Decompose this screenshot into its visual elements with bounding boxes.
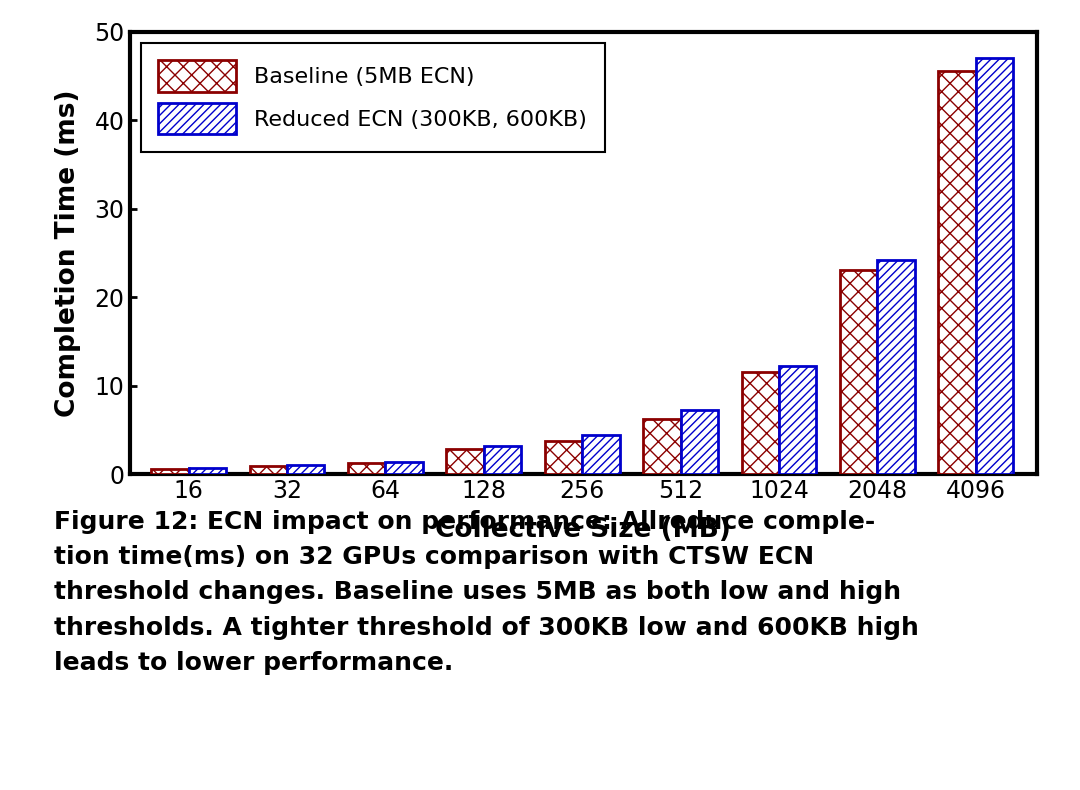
Bar [939, 71, 976, 474]
Bar [348, 464, 386, 474]
Bar [742, 372, 779, 474]
Text: Figure 12: ECN impact on performance: Allreduce comple-
tion time(ms) on 32 GPUs: Figure 12: ECN impact on performance: Al… [54, 510, 919, 675]
Bar [484, 446, 522, 474]
Bar [189, 468, 226, 474]
Bar [151, 469, 189, 474]
Bar [976, 58, 1013, 474]
Bar [877, 260, 915, 474]
Bar [386, 461, 422, 474]
Bar [644, 419, 680, 474]
Bar [840, 270, 877, 474]
Bar [249, 466, 287, 474]
Y-axis label: Completion Time (ms): Completion Time (ms) [55, 89, 81, 416]
Bar [582, 435, 620, 474]
X-axis label: Collective Size (MB): Collective Size (MB) [435, 517, 731, 543]
Bar [779, 366, 816, 474]
Bar [680, 410, 718, 474]
Bar [446, 450, 484, 474]
Bar [287, 465, 324, 474]
Legend: Baseline (5MB ECN), Reduced ECN (300KB, 600KB): Baseline (5MB ECN), Reduced ECN (300KB, … [140, 43, 605, 152]
Bar [544, 442, 582, 474]
